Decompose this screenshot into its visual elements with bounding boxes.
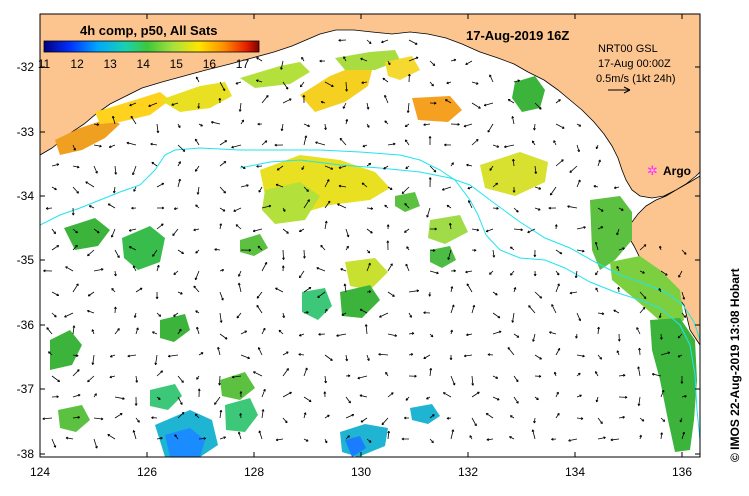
colorbar-tick-label: 15	[170, 57, 184, 71]
x-tick-label: 124	[30, 465, 50, 479]
y-axis: -32 -33 -34 -35 -36 -37 -38	[17, 60, 700, 461]
colorbar-title: 4h comp, p50, All Sats	[80, 23, 218, 38]
y-tick-label: -38	[17, 447, 35, 461]
y-tick-label: -37	[17, 382, 35, 396]
colorbar-tick-label: 12	[70, 57, 84, 71]
sst-contour-1	[40, 147, 700, 441]
argo-marker: ✲ Argo	[647, 164, 691, 179]
y-tick-label: -33	[17, 125, 35, 139]
x-tick-label: 136	[672, 465, 692, 479]
sst-contour-2	[239, 159, 700, 341]
credit-text: © IMOS 22-Aug-2019 13:08 Hobart	[728, 268, 742, 462]
colorbar-tick-label: 14	[137, 57, 151, 71]
colorbar-tick-label: 11	[38, 57, 51, 71]
colorbar: 4h comp, p50, All Sats 11 12 13 14 15 16 17	[38, 23, 260, 71]
plot-frame	[39, 13, 701, 458]
colorbar-tick-label: 17	[236, 57, 250, 71]
y-tick-label: -36	[17, 318, 35, 332]
argo-label: Argo	[663, 164, 691, 178]
map-title: 17-Aug-2019 16Z	[466, 28, 569, 43]
y-tick-label: -34	[17, 189, 35, 203]
current-source: NRT00 GSL	[598, 43, 658, 55]
current-scale-label: 0.5m/s (1kt 24h)	[596, 73, 675, 85]
current-arrows	[42, 38, 687, 449]
current-scale-arrow	[608, 86, 631, 94]
x-tick-label: 128	[244, 465, 264, 479]
sst-patches	[50, 50, 697, 457]
x-axis: 124 126 128 130 132 134 136	[30, 14, 692, 479]
y-tick-label: -35	[17, 253, 35, 267]
y-tick-label: -32	[17, 60, 35, 74]
current-time: 17-Aug 00:00Z	[598, 58, 671, 70]
colorbar-gradient	[43, 40, 260, 53]
x-tick-label: 132	[458, 465, 478, 479]
x-tick-label: 126	[137, 465, 157, 479]
argo-float-icon: ✲	[647, 164, 658, 179]
colorbar-tick-label: 13	[103, 57, 117, 71]
x-tick-label: 134	[565, 465, 585, 479]
x-tick-label: 130	[351, 465, 371, 479]
colorbar-tick-label: 16	[203, 57, 217, 71]
colorbar-labels: 11 12 13 14 15 16 17	[38, 57, 250, 71]
